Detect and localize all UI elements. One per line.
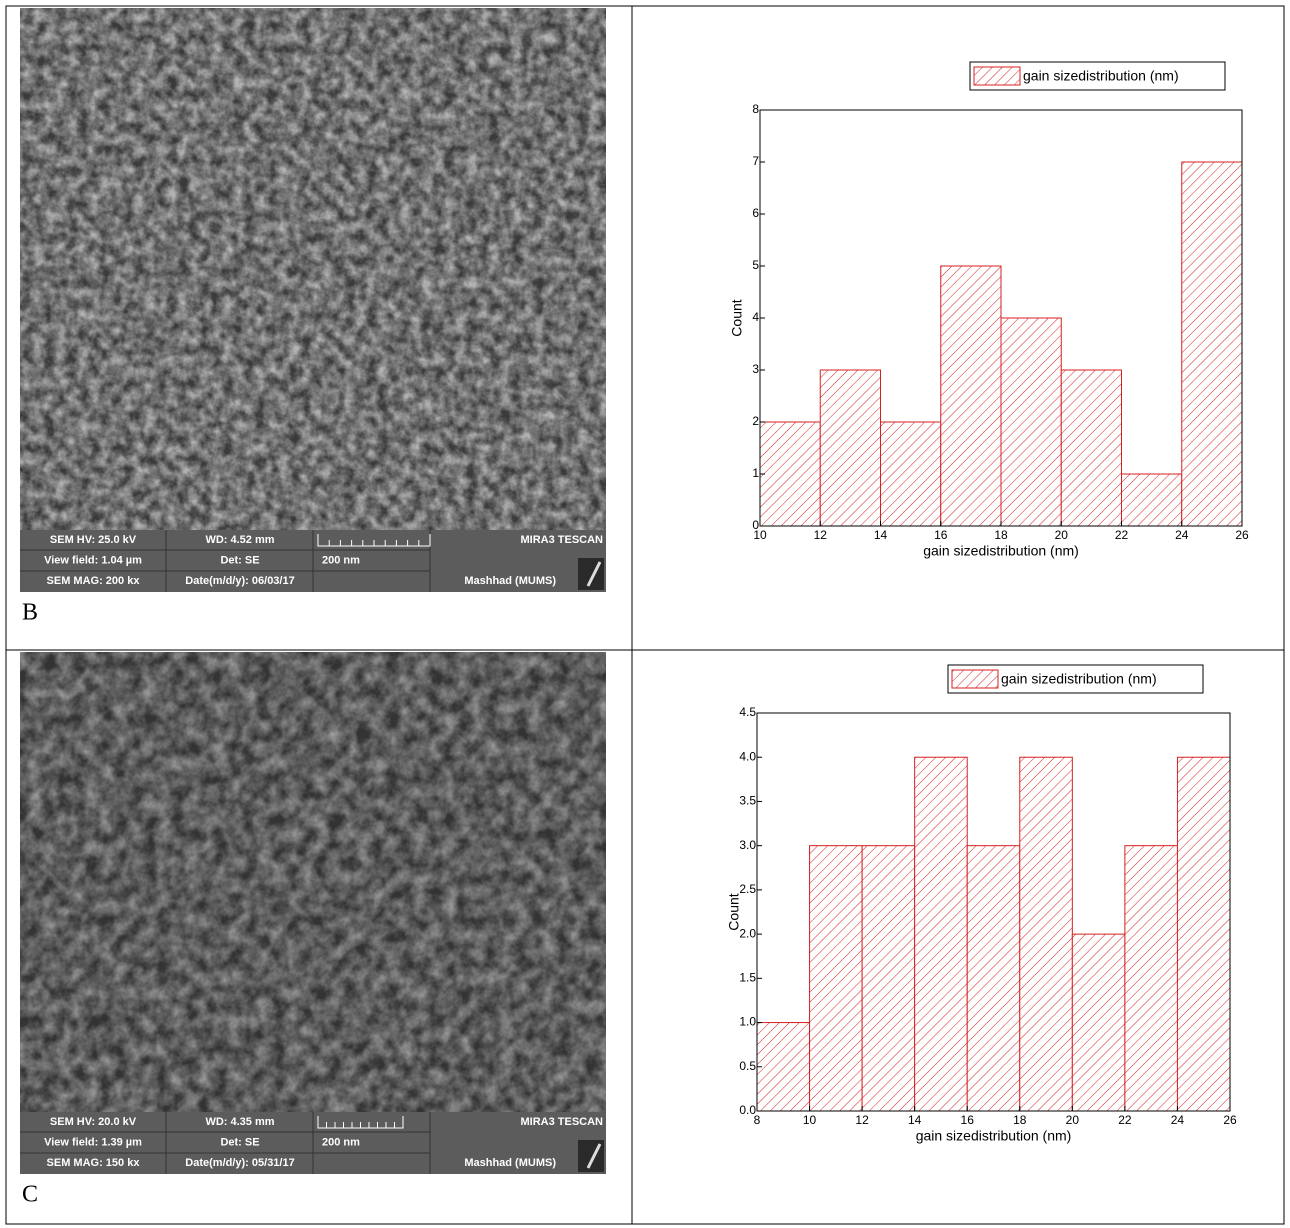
bar-hatch (760, 422, 820, 526)
x-tick-label: 18 (1013, 1113, 1027, 1127)
sem-det: Det: SE (220, 554, 259, 566)
bar-hatch (1072, 934, 1125, 1111)
y-tick-label: 0.5 (739, 1059, 756, 1073)
y-tick-label: 4.0 (739, 749, 756, 763)
sem-texture (20, 8, 606, 530)
x-tick-label: 20 (1066, 1113, 1080, 1127)
y-tick-label: 2.5 (739, 882, 756, 896)
y-tick-label: 3 (752, 362, 759, 376)
y-axis-label: Count (729, 299, 745, 336)
y-tick-label: 6 (752, 206, 759, 220)
x-tick-label: 14 (908, 1113, 922, 1127)
y-tick-label: 3.0 (739, 838, 756, 852)
sem-location: Mashhad (MUMS) (464, 1157, 556, 1169)
y-tick-label: 1 (752, 466, 759, 480)
bar-hatch (1061, 370, 1121, 526)
sem-location: Mashhad (MUMS) (464, 575, 556, 587)
x-tick-label: 26 (1235, 528, 1249, 542)
x-tick-label: 12 (814, 528, 828, 542)
x-tick-label: 10 (803, 1113, 817, 1127)
sem-mag: SEM MAG: 150 kx (47, 1157, 141, 1169)
bar-hatch (757, 1023, 810, 1111)
bar-hatch (820, 370, 880, 526)
sem-view-field: View field: 1.39 µm (44, 1136, 142, 1148)
x-tick-label: 16 (934, 528, 948, 542)
figure: SEM HV: 25.0 kV View field: 1.04 µm SEM MA… (0, 0, 1290, 1228)
y-tick-label: 7 (752, 154, 759, 168)
y-tick-label: 5 (752, 258, 759, 272)
x-tick-label: 20 (1055, 528, 1069, 542)
sem-scale: 200 nm (322, 1136, 360, 1148)
sem-hv: SEM HV: 25.0 kV (50, 534, 137, 546)
y-tick-label: 1.5 (739, 971, 756, 985)
y-axis-label: Count (726, 893, 742, 930)
y-tick-label: 2.0 (739, 926, 756, 940)
x-tick-label: 18 (994, 528, 1008, 542)
sem-view-field: View field: 1.04 µm (44, 554, 142, 566)
x-tick-label: 24 (1171, 1113, 1185, 1127)
legend-label: gain sizedistribution (nm) (1001, 671, 1157, 687)
sem-date: Date(m/d/y): 05/31/17 (185, 1157, 294, 1169)
sem-mag: SEM MAG: 200 kx (47, 575, 141, 587)
legend-swatch (952, 670, 998, 688)
sem-texture (20, 652, 606, 1112)
y-tick-label: 1.0 (739, 1015, 756, 1029)
bar-hatch (1177, 757, 1230, 1111)
bar-hatch (1182, 162, 1242, 526)
bar-hatch (915, 757, 968, 1111)
sem-brand: MIRA3 TESCAN (520, 1116, 603, 1128)
panel-label: B (22, 600, 38, 626)
x-tick-label: 26 (1223, 1113, 1237, 1127)
y-tick-label: 2 (752, 414, 759, 428)
x-tick-label: 22 (1115, 528, 1129, 542)
sem-det: Det: SE (220, 1136, 259, 1148)
y-tick-label: 0 (752, 518, 759, 532)
x-tick-label: 22 (1118, 1113, 1132, 1127)
x-tick-label: 14 (874, 528, 888, 542)
sem-brand: MIRA3 TESCAN (520, 534, 603, 546)
bar-hatch (881, 422, 941, 526)
bar-hatch (941, 266, 1001, 526)
x-tick-label: 12 (855, 1113, 869, 1127)
sem-scale: 200 nm (322, 554, 360, 566)
bar-hatch (1020, 757, 1073, 1111)
sem-wd: WD: 4.35 mm (205, 1116, 274, 1128)
panel-label: C (22, 1182, 38, 1208)
sem-date: Date(m/d/y): 06/03/17 (185, 575, 294, 587)
bar-hatch (1001, 318, 1061, 526)
sem-wd: WD: 4.52 mm (205, 534, 274, 546)
sem-hv: SEM HV: 20.0 kV (50, 1116, 137, 1128)
y-tick-label: 8 (752, 102, 759, 116)
y-tick-label: 4 (752, 310, 759, 324)
bar-hatch (1122, 474, 1182, 526)
y-tick-label: 0.0 (739, 1103, 756, 1117)
x-tick-label: 24 (1175, 528, 1189, 542)
bar-hatch (862, 846, 915, 1111)
y-tick-label: 3.5 (739, 794, 756, 808)
bar-hatch (1125, 846, 1178, 1111)
bar-hatch (810, 846, 863, 1111)
legend-swatch (974, 67, 1020, 85)
bar-hatch (967, 846, 1020, 1111)
x-tick-label: 16 (961, 1113, 975, 1127)
x-axis-label: gain sizedistribution (nm) (916, 1128, 1072, 1144)
y-tick-label: 4.5 (739, 705, 756, 719)
x-axis-label: gain sizedistribution (nm) (923, 543, 1079, 559)
legend-label: gain sizedistribution (nm) (1023, 68, 1179, 84)
